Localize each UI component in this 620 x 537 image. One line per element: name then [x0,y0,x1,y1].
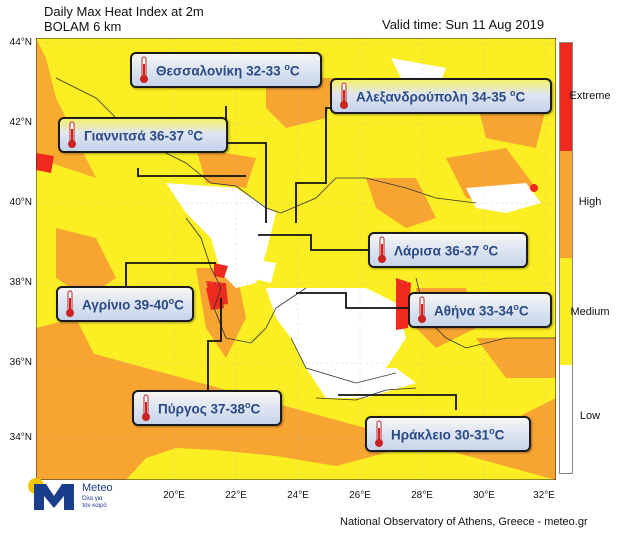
thermometer-icon [66,290,74,317]
lon-tick-30: 30°E [473,490,495,501]
legend-label-high: High [578,196,602,208]
city-box-giannitsa: Γιαννιτσά 36-37 oC [58,117,228,153]
low-areas [166,58,541,398]
meteo-logo-name: Meteo [82,482,113,494]
lon-tick-24: 24°E [287,490,309,501]
lon-tick-20: 20°E [163,490,185,501]
thermometer-icon [140,56,148,83]
city-box-alexandroupoli: Αλεξανδρούπολη 34-35 oC [330,78,552,114]
legend-swatch-medium [560,258,572,365]
legend-label-extreme: Extreme [569,90,611,102]
city-label-larisa: Λάρισα 36-37 oC [394,241,499,259]
lat-tick-44: 44°N [9,37,32,48]
lon-tick-28: 28°E [411,490,433,501]
city-box-pyrgos: Πύργος 37-38oC [132,390,282,426]
lat-tick-38: 38°N [9,277,32,288]
lon-tick-26: 26°E [349,490,371,501]
lon-tick-32: 32°E [533,490,555,501]
city-label-irakleio: Ηράκλειο 30-31oC [391,425,505,443]
legend-label-low: Low [579,410,601,422]
legend-swatch-low [560,365,572,473]
city-label-alexandroupoli: Αλεξανδρούπολη 34-35 oC [356,87,526,105]
city-box-larisa: Λάρισα 36-37 oC [368,232,528,268]
city-box-agrinio: Αγρίνιο 39-40oC [56,286,194,322]
lon-tick-22: 22°E [225,490,247,501]
legend-label-medium: Medium [570,306,610,318]
city-label-athina: Αθήνα 33-34oC [434,301,529,319]
thermometer-icon [418,296,426,323]
thermometer-icon [378,236,386,263]
lat-tick-40: 40°N [9,197,32,208]
meteo-logo-icon [28,478,74,510]
lat-tick-42: 42°N [9,117,32,128]
thermometer-icon [375,420,383,447]
footer-credit: National Observatory of Athens, Greece -… [340,516,588,528]
map-title-line1: Daily Max Heat Index at 2m [44,4,204,19]
city-box-thessaloniki: Θεσσαλονίκη 32-33 oC [130,52,322,88]
city-label-agrinio: Αγρίνιο 39-40oC [82,295,184,313]
meteo-logo-tagline-1: Όλα για [82,496,103,502]
lat-tick-34: 34°N [9,432,32,443]
city-label-thessaloniki: Θεσσαλονίκη 32-33 oC [156,61,300,79]
legend-swatch-extreme [560,43,572,151]
legend-colorbar [559,42,573,474]
meteo-logo[interactable]: Meteo Όλα για τον καιρό [24,476,134,522]
lat-tick-36: 36°N [9,357,32,368]
thermometer-icon [68,121,76,148]
city-box-irakleio: Ηράκλειο 30-31oC [365,416,531,452]
valid-time: Valid time: Sun 11 Aug 2019 [382,17,545,32]
city-label-pyrgos: Πύργος 37-38oC [158,399,261,417]
meteo-logo-tagline-2: τον καιρό [82,503,107,509]
city-box-athina: Αθήνα 33-34oC [408,292,552,328]
city-label-giannitsa: Γιαννιτσά 36-37 oC [84,126,203,144]
map-title-line2: BOLAM 6 km [44,19,122,34]
legend-swatch-high [560,151,572,258]
thermometer-icon [340,82,348,109]
thermometer-icon [142,394,150,421]
map-title: Daily Max Heat Index at 2m BOLAM 6 km [44,4,204,34]
